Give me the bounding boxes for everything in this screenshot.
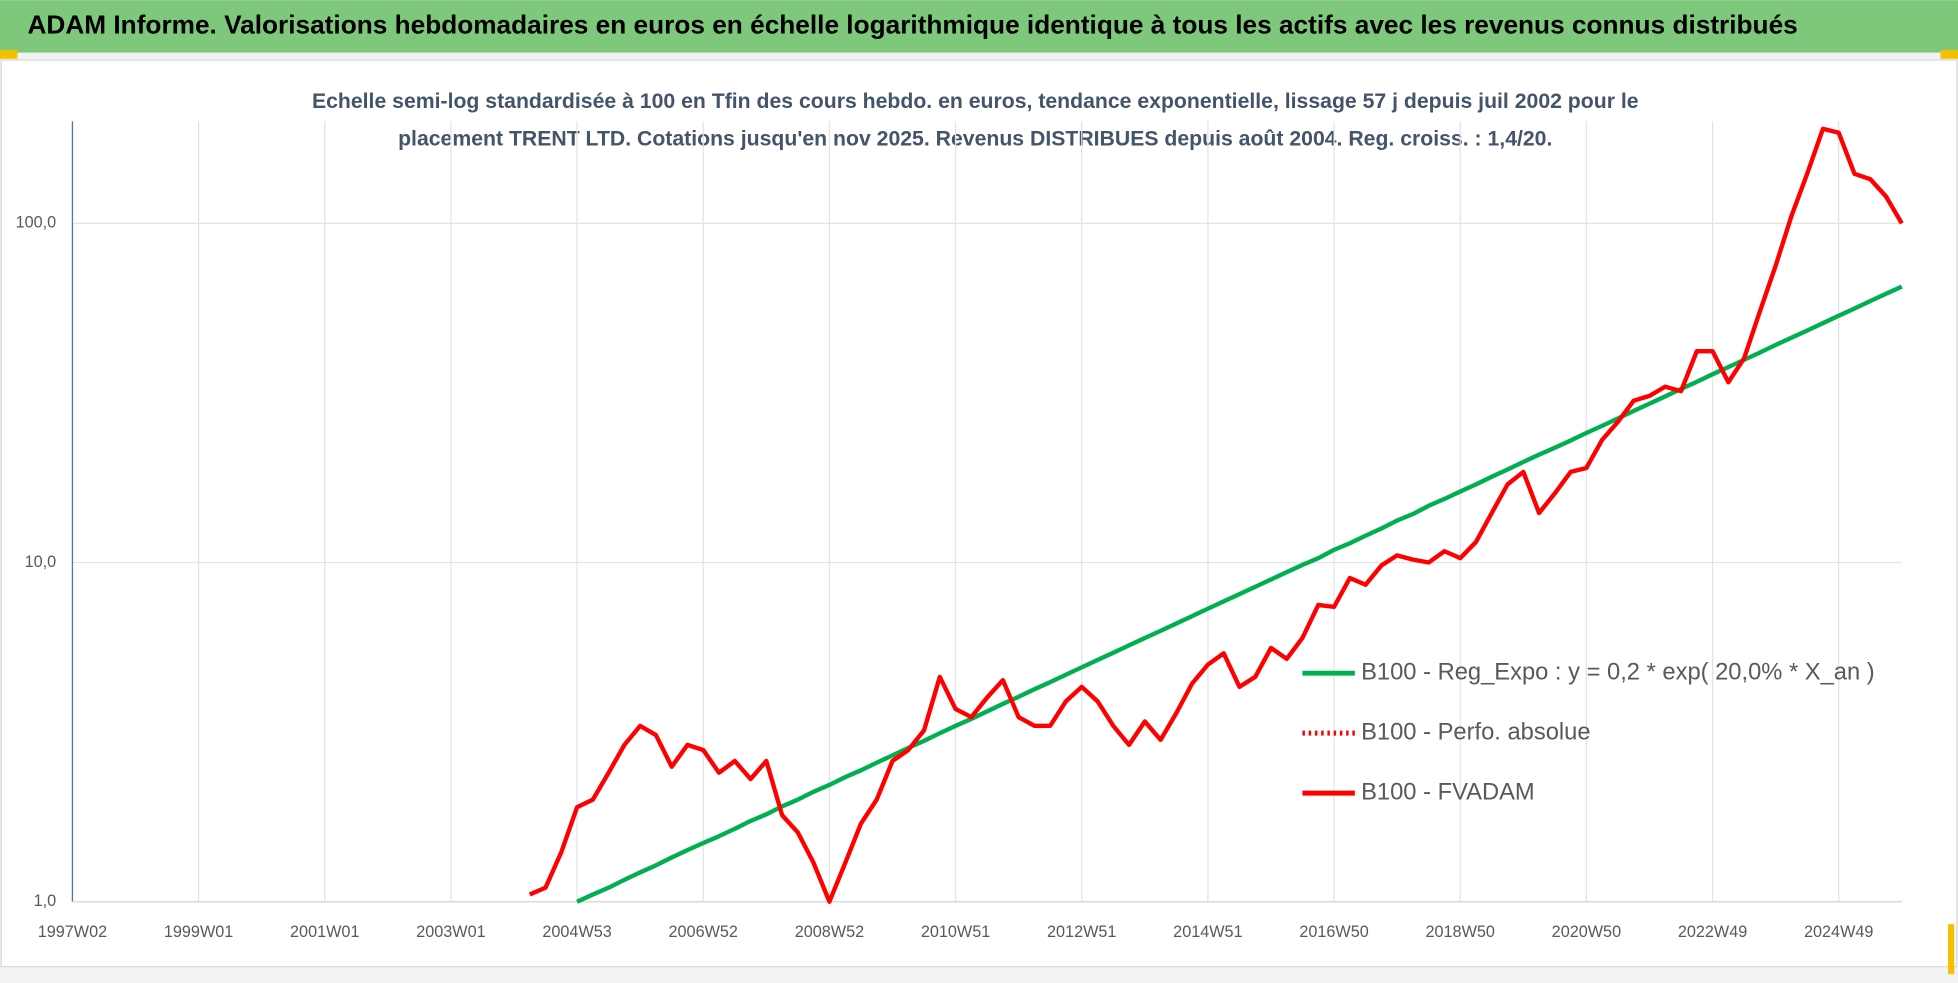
plot-lines xyxy=(528,126,1904,904)
y-tick-label: 100,0 xyxy=(16,214,57,232)
x-tick-label: 2008W52 xyxy=(795,923,864,941)
x-tick-label: 2006W52 xyxy=(669,923,738,941)
legend-label: B100 - Reg_Expo : y = 0,2 * exp( 20,0% *… xyxy=(1361,659,1875,685)
x-tick-label: 2016W50 xyxy=(1299,923,1368,941)
y-tick-label: 1,0 xyxy=(34,892,57,910)
series-line xyxy=(528,126,1904,904)
x-tick-label: 2018W50 xyxy=(1426,923,1495,941)
x-tick-label: 2010W51 xyxy=(921,923,990,941)
corner-mark xyxy=(0,50,18,59)
x-tick-label: 2020W50 xyxy=(1552,923,1621,941)
x-tick-label: 2024W49 xyxy=(1804,923,1873,941)
x-tick-label: 1999W01 xyxy=(164,923,233,941)
x-tick-label: 2003W01 xyxy=(416,923,485,941)
x-tick-label: 2014W51 xyxy=(1173,923,1242,941)
corner-mark xyxy=(1940,50,1958,59)
legend-label: B100 - FVADAM xyxy=(1361,779,1535,805)
y-tick-label: 10,0 xyxy=(25,553,57,571)
grid: 1997W02 1999W01 2001W01 2003W01 2004W53 2006W… xyxy=(16,121,1902,941)
x-tick-label: 2001W01 xyxy=(290,923,359,941)
legend-label: B100 - Perfo. absolue xyxy=(1361,719,1590,745)
chart-title: Echelle semi-log standardisée à 100 en T… xyxy=(312,90,1639,113)
x-tick-label: 2004W53 xyxy=(542,923,611,941)
header-band xyxy=(0,0,1958,53)
plot-frame xyxy=(0,59,1958,968)
chart-title: placement TRENT LTD. Cotations jusqu'en … xyxy=(398,128,1552,151)
legend: B100 - Reg_Expo : y = 0,2 * exp( 20,0% *… xyxy=(1302,659,1875,805)
x-tick-label: 2022W49 xyxy=(1678,923,1747,941)
header-title: ADAM Informe. Valorisations hebdomadaire… xyxy=(27,9,1797,39)
corner-mark xyxy=(1948,924,1955,975)
x-tick-label: 1997W02 xyxy=(38,923,107,941)
x-tick-label: 2012W51 xyxy=(1047,923,1116,941)
